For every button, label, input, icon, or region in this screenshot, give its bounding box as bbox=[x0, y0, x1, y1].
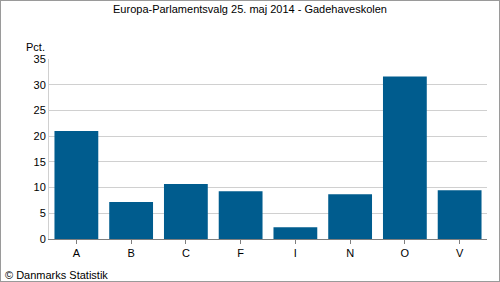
svg-text:5: 5 bbox=[40, 207, 46, 219]
svg-text:O: O bbox=[401, 247, 410, 259]
svg-text:A: A bbox=[73, 247, 81, 259]
svg-text:V: V bbox=[456, 247, 464, 259]
svg-text:30: 30 bbox=[34, 79, 46, 91]
svg-text:Pct.: Pct. bbox=[26, 41, 45, 53]
svg-text:35: 35 bbox=[34, 53, 46, 65]
svg-text:Europa-Parlamentsvalg 25. maj: Europa-Parlamentsvalg 25. maj 2014 - Gad… bbox=[113, 3, 387, 15]
svg-text:B: B bbox=[127, 247, 134, 259]
svg-text:0: 0 bbox=[40, 233, 46, 245]
svg-text:F: F bbox=[237, 247, 244, 259]
svg-text:20: 20 bbox=[34, 130, 46, 142]
svg-text:C: C bbox=[182, 247, 190, 259]
svg-text:15: 15 bbox=[34, 156, 46, 168]
svg-text:10: 10 bbox=[34, 181, 46, 193]
svg-text:N: N bbox=[346, 247, 354, 259]
svg-text:© Danmarks Statistik: © Danmarks Statistik bbox=[5, 269, 108, 281]
svg-text:25: 25 bbox=[34, 104, 46, 116]
svg-text:I: I bbox=[294, 247, 297, 259]
